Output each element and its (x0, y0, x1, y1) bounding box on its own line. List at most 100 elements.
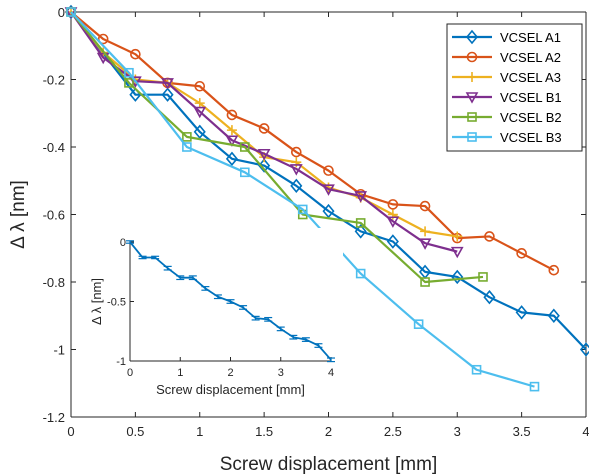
x-tick-label: 1 (196, 424, 203, 439)
legend-swatch-marker (467, 132, 477, 142)
data-point (420, 277, 430, 287)
data-point (161, 87, 174, 102)
data-point (516, 248, 527, 259)
data-point (225, 151, 238, 167)
y-tick-label: -1.2 (43, 410, 65, 425)
data-point (225, 135, 239, 147)
inset-error-bar (126, 240, 134, 244)
inset-error-bar (151, 255, 160, 260)
data-point (420, 226, 431, 237)
inset-error-bar (176, 275, 185, 281)
inset-y-axis-label: Δ λ [nm] (89, 278, 104, 325)
data-point (182, 132, 192, 142)
data-point (451, 269, 464, 285)
y-axis-label: Δ λ [nm] (8, 180, 29, 249)
data-point (548, 264, 560, 276)
legend-label: VCSEL B2 (500, 110, 562, 125)
inset-y-tick-label: -0.5 (107, 297, 126, 309)
y-tick-label: -0.4 (43, 140, 65, 155)
legend: VCSEL A1 VCSEL A2 VCSEL A3 VCSEL B1 VCSEL B2… (446, 23, 583, 152)
legend-swatch-marker (467, 112, 477, 122)
y-tick-label: -0.2 (43, 73, 65, 88)
inset-x-tick-label: 0 (127, 367, 133, 379)
data-point (297, 204, 308, 215)
data-point (354, 224, 367, 239)
legend-label: VCSEL B1 (500, 90, 562, 105)
data-point (161, 78, 174, 90)
legend-item-vcsel-b2: VCSEL B2 (452, 110, 562, 125)
x-tick-label: 3 (454, 424, 461, 439)
inset-error-bar (163, 265, 172, 271)
legend-item-vcsel-b1: VCSEL B1 (452, 90, 562, 105)
inset-error-bar (239, 305, 248, 310)
series-line (70, 11, 484, 284)
data-point (386, 234, 399, 249)
data-point (258, 158, 271, 173)
data-point (194, 98, 205, 109)
data-point (452, 231, 463, 242)
data-point (529, 381, 540, 392)
x-tick-label: 0.5 (126, 424, 144, 439)
data-point (322, 203, 335, 219)
data-point (547, 308, 560, 323)
data-point (355, 268, 366, 279)
x-tick-label: 2 (325, 424, 332, 439)
data-point (193, 106, 207, 119)
legend-swatch-marker (465, 92, 479, 104)
series-vcsel-b3 (66, 7, 540, 392)
legend-swatch-marker (465, 29, 479, 45)
data-point (413, 319, 424, 329)
data-point (124, 78, 134, 88)
data-point (226, 125, 237, 136)
x-tick-label: 0 (67, 424, 74, 439)
inset-error-bar (138, 255, 147, 260)
data-point (515, 305, 528, 320)
y-tick-label: 0 (58, 5, 65, 20)
legend-swatch-marker (466, 51, 478, 63)
legend-label: VCSEL B3 (500, 130, 562, 145)
y-tick-label: -0.6 (43, 208, 65, 223)
data-point (226, 109, 238, 121)
data-point (323, 165, 334, 176)
data-point (124, 67, 134, 78)
legend-item-vcsel-a2: VCSEL A2 (452, 50, 561, 65)
inset-error-bar (188, 275, 197, 281)
inset-error-bar (301, 337, 310, 342)
data-point (240, 142, 250, 152)
data-point (130, 48, 141, 60)
inset-x-tick-label: 1 (177, 367, 183, 379)
data-point (483, 289, 496, 305)
x-tick-label: 3.5 (513, 424, 531, 439)
data-point (193, 124, 206, 140)
inset-x-axis-label: Screw displacement [mm] (156, 382, 305, 397)
legend-item-vcsel-a3: VCSEL A3 (452, 70, 561, 85)
data-point (484, 231, 495, 242)
data-point (418, 238, 432, 250)
data-point (290, 178, 303, 194)
legend-item-vcsel-b3: VCSEL B3 (452, 130, 562, 145)
inset-error-bar (226, 299, 235, 304)
data-point (291, 146, 302, 158)
data-point (450, 246, 464, 259)
inset-error-bar (201, 286, 210, 291)
data-point (182, 142, 192, 152)
data-point (66, 7, 76, 17)
inset-y-tick-label: 0 (120, 237, 126, 249)
inset-error-bar (213, 294, 222, 300)
x-tick-label: 1.5 (255, 424, 273, 439)
data-point (354, 191, 368, 203)
legend-swatch-marker (467, 72, 477, 82)
legend-box (446, 23, 583, 152)
y-tick-label: -1 (53, 343, 65, 358)
series-line (70, 11, 535, 388)
data-point (97, 33, 109, 45)
legend-label: VCSEL A2 (500, 50, 561, 65)
inset-x-tick-label: 3 (278, 367, 284, 379)
inset-error-bar (327, 357, 335, 363)
data-point (194, 80, 206, 92)
legend-label: VCSEL A3 (500, 70, 561, 85)
inset-error-bar (264, 316, 273, 322)
inset-chart: 0 1 2 3 4 0 -0.5 -1 Screw displacement [mm] Δ λ [… (88, 228, 343, 402)
data-point (419, 200, 431, 212)
data-point (289, 164, 303, 176)
